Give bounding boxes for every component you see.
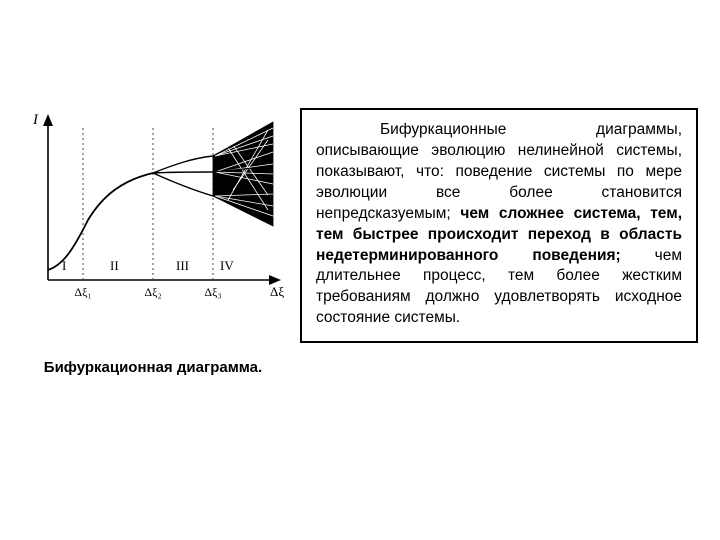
y-axis-label: I xyxy=(32,112,39,128)
xtick-2: Δξ₂ xyxy=(144,285,161,299)
chart-svg: I Δξ I II III IV IV Δξ₁ Δξ₂ Δξ₃ xyxy=(18,110,288,310)
xtick-3: Δξ₃ xyxy=(204,285,221,299)
region-label-1: I xyxy=(62,258,66,273)
x-axis-label: Δξ xyxy=(270,284,284,299)
description-textbox: Бифуркационные диаграммы, описывающие эв… xyxy=(300,108,698,343)
region-label-4b: IV xyxy=(220,258,234,273)
chaos-region xyxy=(213,122,273,226)
main-curve xyxy=(48,173,153,270)
bifurcation-branches xyxy=(153,156,213,196)
region-label-2: II xyxy=(110,258,119,273)
region-label-3: III xyxy=(176,258,189,273)
gridlines xyxy=(83,128,213,280)
xtick-1: Δξ₁ xyxy=(74,285,91,299)
chart-caption: Бифуркационная диаграмма. xyxy=(18,358,288,378)
page-root: I Δξ I II III IV IV Δξ₁ Δξ₂ Δξ₃ Бифуркац… xyxy=(0,0,720,540)
bifurcation-chart: I Δξ I II III IV IV Δξ₁ Δξ₂ Δξ₃ xyxy=(18,110,288,330)
